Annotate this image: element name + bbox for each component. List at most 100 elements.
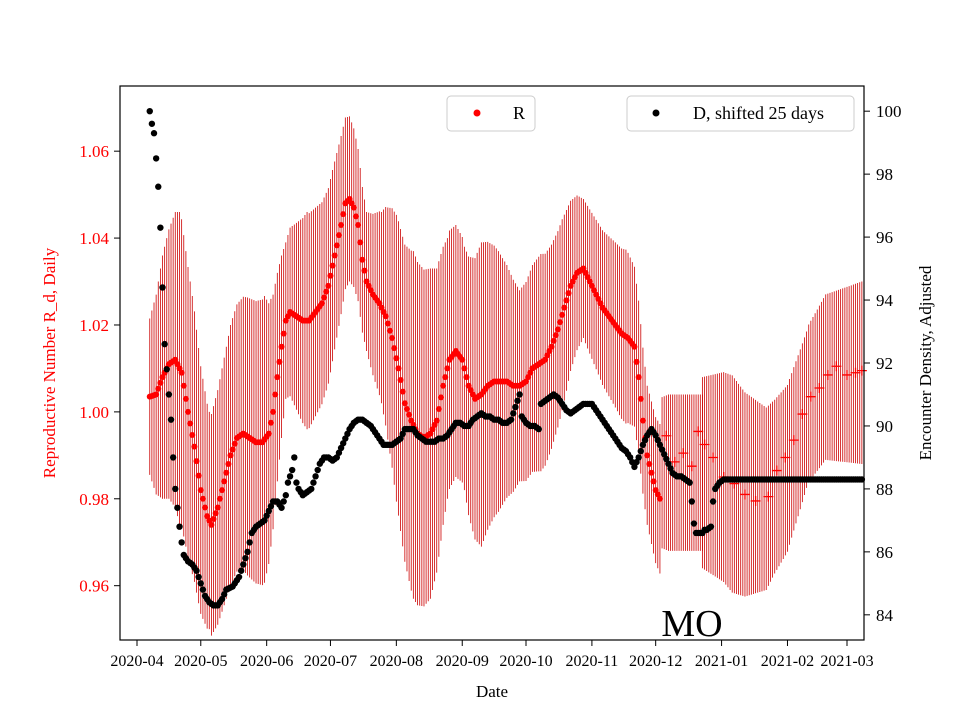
right-y-tick-label: 96 [876, 228, 893, 247]
r-plus-point [739, 489, 750, 500]
r-point [329, 262, 336, 269]
r-point [459, 356, 466, 363]
x-tick-label: 2020-09 [436, 653, 489, 670]
r-point [278, 343, 285, 350]
d-point [165, 391, 173, 398]
r-point [229, 446, 236, 453]
r-point [212, 510, 219, 517]
d-point [284, 479, 292, 486]
r-point [403, 405, 410, 412]
d-point [282, 492, 290, 499]
r-point [178, 369, 185, 376]
d-point [280, 498, 287, 505]
r-point [444, 365, 451, 372]
right-y-tick-label: 98 [876, 165, 893, 184]
x-tick-label: 2020-08 [370, 653, 423, 670]
d-point [514, 397, 521, 404]
r-point [327, 272, 334, 279]
d-point [288, 466, 296, 474]
r-plus-point [708, 452, 719, 463]
d-point [512, 403, 519, 411]
r-point [463, 374, 470, 381]
r-plus-point [831, 361, 842, 372]
left-y-tick-label: 1.00 [79, 403, 109, 422]
r-point [361, 267, 368, 274]
r-plus-point [788, 435, 799, 446]
d-point [176, 523, 183, 530]
r-point [648, 469, 655, 476]
right-y-axis-label: Encounter Density, Adjusted [916, 265, 935, 460]
r-point [559, 311, 566, 318]
x-tick-label: 2020-11 [566, 653, 619, 670]
d-point [286, 473, 294, 480]
r-point [216, 495, 223, 502]
r-point [635, 374, 642, 381]
right-y-tick-label: 94 [876, 291, 894, 310]
r-point [321, 294, 328, 301]
r-point [227, 452, 234, 459]
r-point [561, 304, 568, 311]
d-point [690, 520, 698, 527]
r-plus-point [763, 491, 774, 502]
r-point [280, 330, 287, 337]
d-point [150, 130, 158, 137]
left-y-tick-label: 1.02 [79, 316, 109, 335]
d-point [163, 366, 170, 373]
d-point [242, 554, 249, 562]
r-point [185, 408, 192, 415]
r-point [350, 204, 357, 211]
right-y-tick-label: 90 [876, 417, 893, 436]
r-point [386, 327, 393, 334]
d-point [157, 224, 164, 231]
right-y-tick-label: 86 [876, 543, 893, 562]
r-point [325, 282, 332, 289]
r-point [225, 461, 232, 468]
r-point [187, 420, 194, 427]
r-point [563, 297, 570, 304]
r-point [231, 440, 238, 447]
d-point [193, 567, 200, 574]
d-point [199, 586, 207, 593]
r-point [437, 394, 444, 401]
d-point [637, 447, 644, 455]
r-point [267, 419, 274, 426]
r-point [157, 379, 164, 386]
r-point [393, 355, 400, 362]
r-plus-point [850, 367, 861, 378]
left-y-tick-label: 0.98 [79, 490, 109, 509]
r-point [440, 382, 447, 389]
d-point [155, 183, 162, 190]
d-point [172, 485, 179, 493]
d-point [152, 155, 160, 162]
r-point [214, 504, 221, 511]
r-plus-point [797, 409, 808, 420]
r-point [399, 388, 406, 395]
d-point [161, 340, 168, 348]
left-y-tick-label: 0.96 [79, 577, 109, 596]
r-point [155, 385, 162, 392]
d-point [159, 284, 166, 291]
x-axis: 2020-04 2020-05 2020-06 2020-07 2020-08 2020-… [110, 640, 874, 670]
x-tick-label: 2020-10 [499, 653, 552, 670]
d-point [635, 454, 642, 461]
r-point [357, 239, 364, 246]
r-point [195, 472, 202, 479]
r-point [548, 343, 555, 350]
legend-r: R [446, 95, 536, 132]
state-annotation: MO [661, 603, 722, 645]
d-point [686, 479, 693, 486]
d-point [246, 539, 253, 546]
r-point [646, 461, 653, 468]
d-point [195, 573, 202, 581]
d-point [244, 548, 251, 556]
d-point [169, 454, 177, 461]
r-plus-point [669, 456, 680, 467]
left-y-axis-label: Reproductive Number R_d, Daily [40, 247, 59, 478]
legend-r-box [446, 95, 536, 132]
right-y-tick-label: 100 [876, 102, 902, 121]
r-point [352, 213, 359, 220]
x-tick-label: 2020-05 [174, 653, 227, 670]
d-point [507, 416, 515, 423]
r-plus-point [661, 430, 672, 441]
d-point [535, 425, 542, 433]
